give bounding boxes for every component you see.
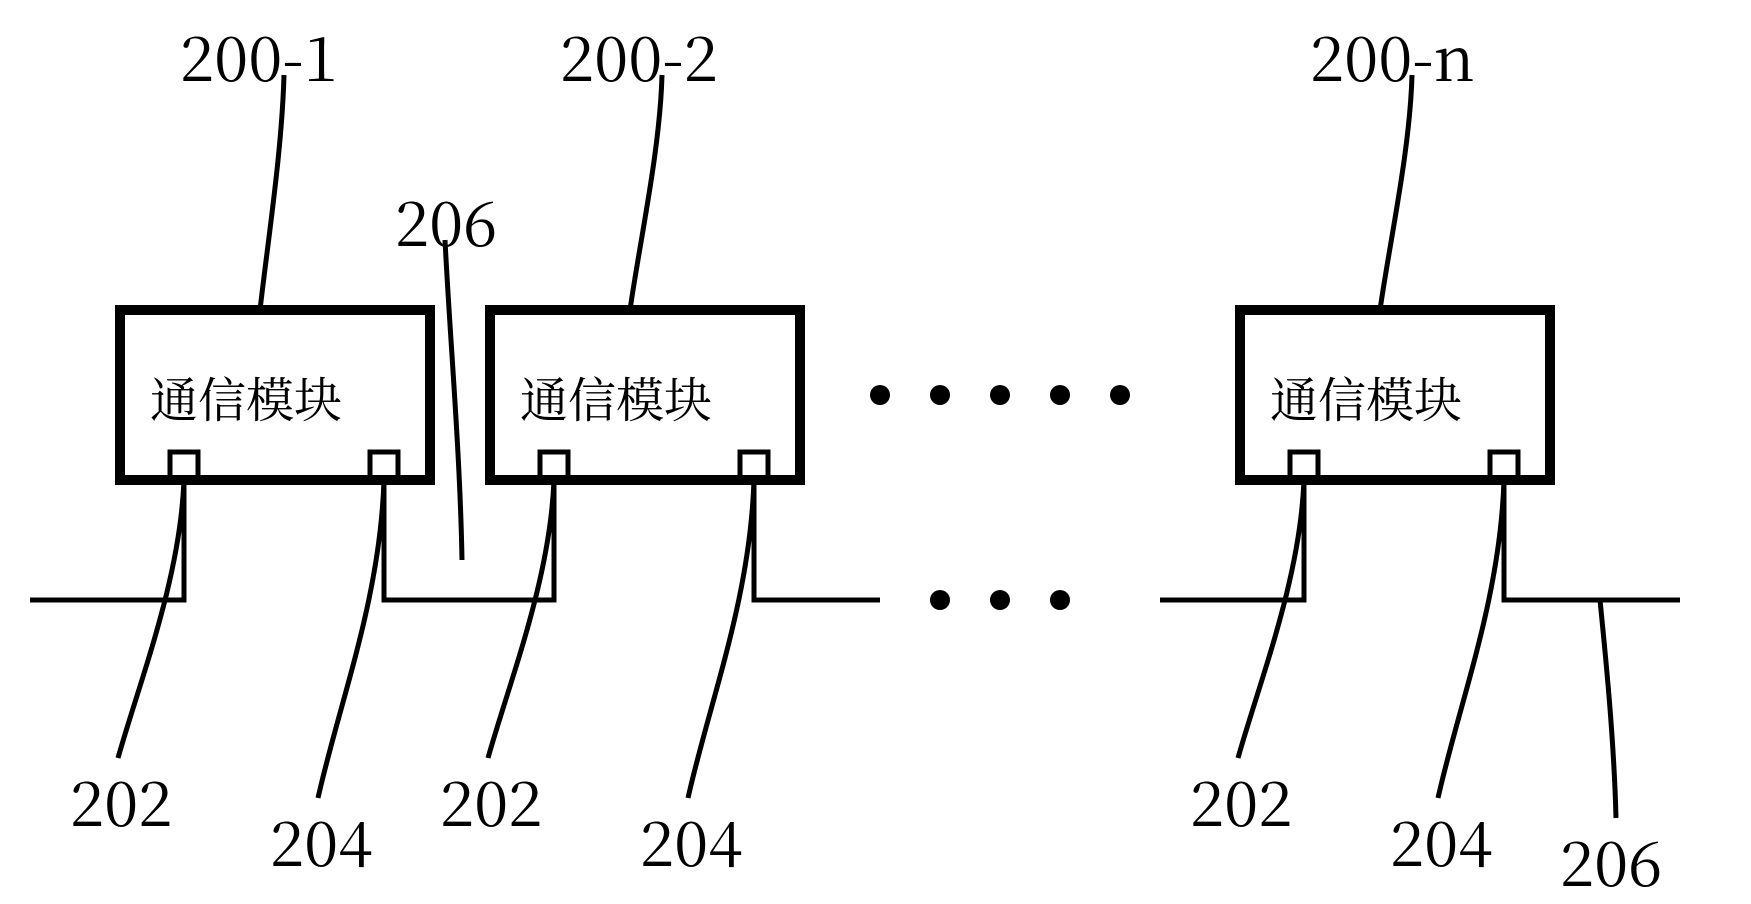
ellipsis-top-dot <box>870 385 890 405</box>
ref-200-2: 200-2 <box>560 10 718 99</box>
leader-206-top <box>445 240 462 560</box>
ellipsis-bottom-dot <box>990 590 1010 610</box>
ellipsis-bottom-dot <box>930 590 950 610</box>
leader-200-1 <box>260 75 284 310</box>
diagram-canvas: 200-1 200-2 200-n 206 206 通信模块 通信模块 通信模块… <box>0 0 1751 896</box>
leader-204-2 <box>688 480 754 798</box>
ref-204-1: 204 <box>270 795 372 884</box>
ellipsis-top-dot <box>1110 385 1130 405</box>
leader-200-2 <box>630 75 662 310</box>
ref-204-n: 204 <box>1390 795 1492 884</box>
ellipsis-top-dot <box>1050 385 1070 405</box>
ref-200-1: 200-1 <box>180 10 338 99</box>
module-1-label: 通信模块 <box>150 362 342 431</box>
ref-202-2: 202 <box>440 755 542 844</box>
ellipsis-bottom-dot <box>1050 590 1070 610</box>
bus-seg-1 <box>30 480 880 600</box>
leader-202-2 <box>488 480 554 758</box>
ref-202-1: 202 <box>70 755 172 844</box>
leader-200-n <box>1380 75 1412 310</box>
leader-202-1 <box>118 480 184 758</box>
ref-204-2: 204 <box>640 795 742 884</box>
leader-204-1 <box>318 480 384 798</box>
bus-seg-3 <box>1160 480 1680 600</box>
leader-206-bottom <box>1600 600 1616 818</box>
ref-202-n: 202 <box>1190 755 1292 844</box>
ref-206-bottom: 206 <box>1560 815 1662 904</box>
ref-206-top: 206 <box>395 175 497 264</box>
module-2-label: 通信模块 <box>520 362 712 431</box>
diagram-svg <box>0 0 1751 896</box>
ref-200-n: 200-n <box>1310 10 1475 99</box>
ellipsis-top-dot <box>930 385 950 405</box>
ellipsis-top-dot <box>990 385 1010 405</box>
module-n-label: 通信模块 <box>1270 362 1462 431</box>
leader-204-n <box>1438 480 1504 798</box>
leader-202-n <box>1238 480 1304 758</box>
